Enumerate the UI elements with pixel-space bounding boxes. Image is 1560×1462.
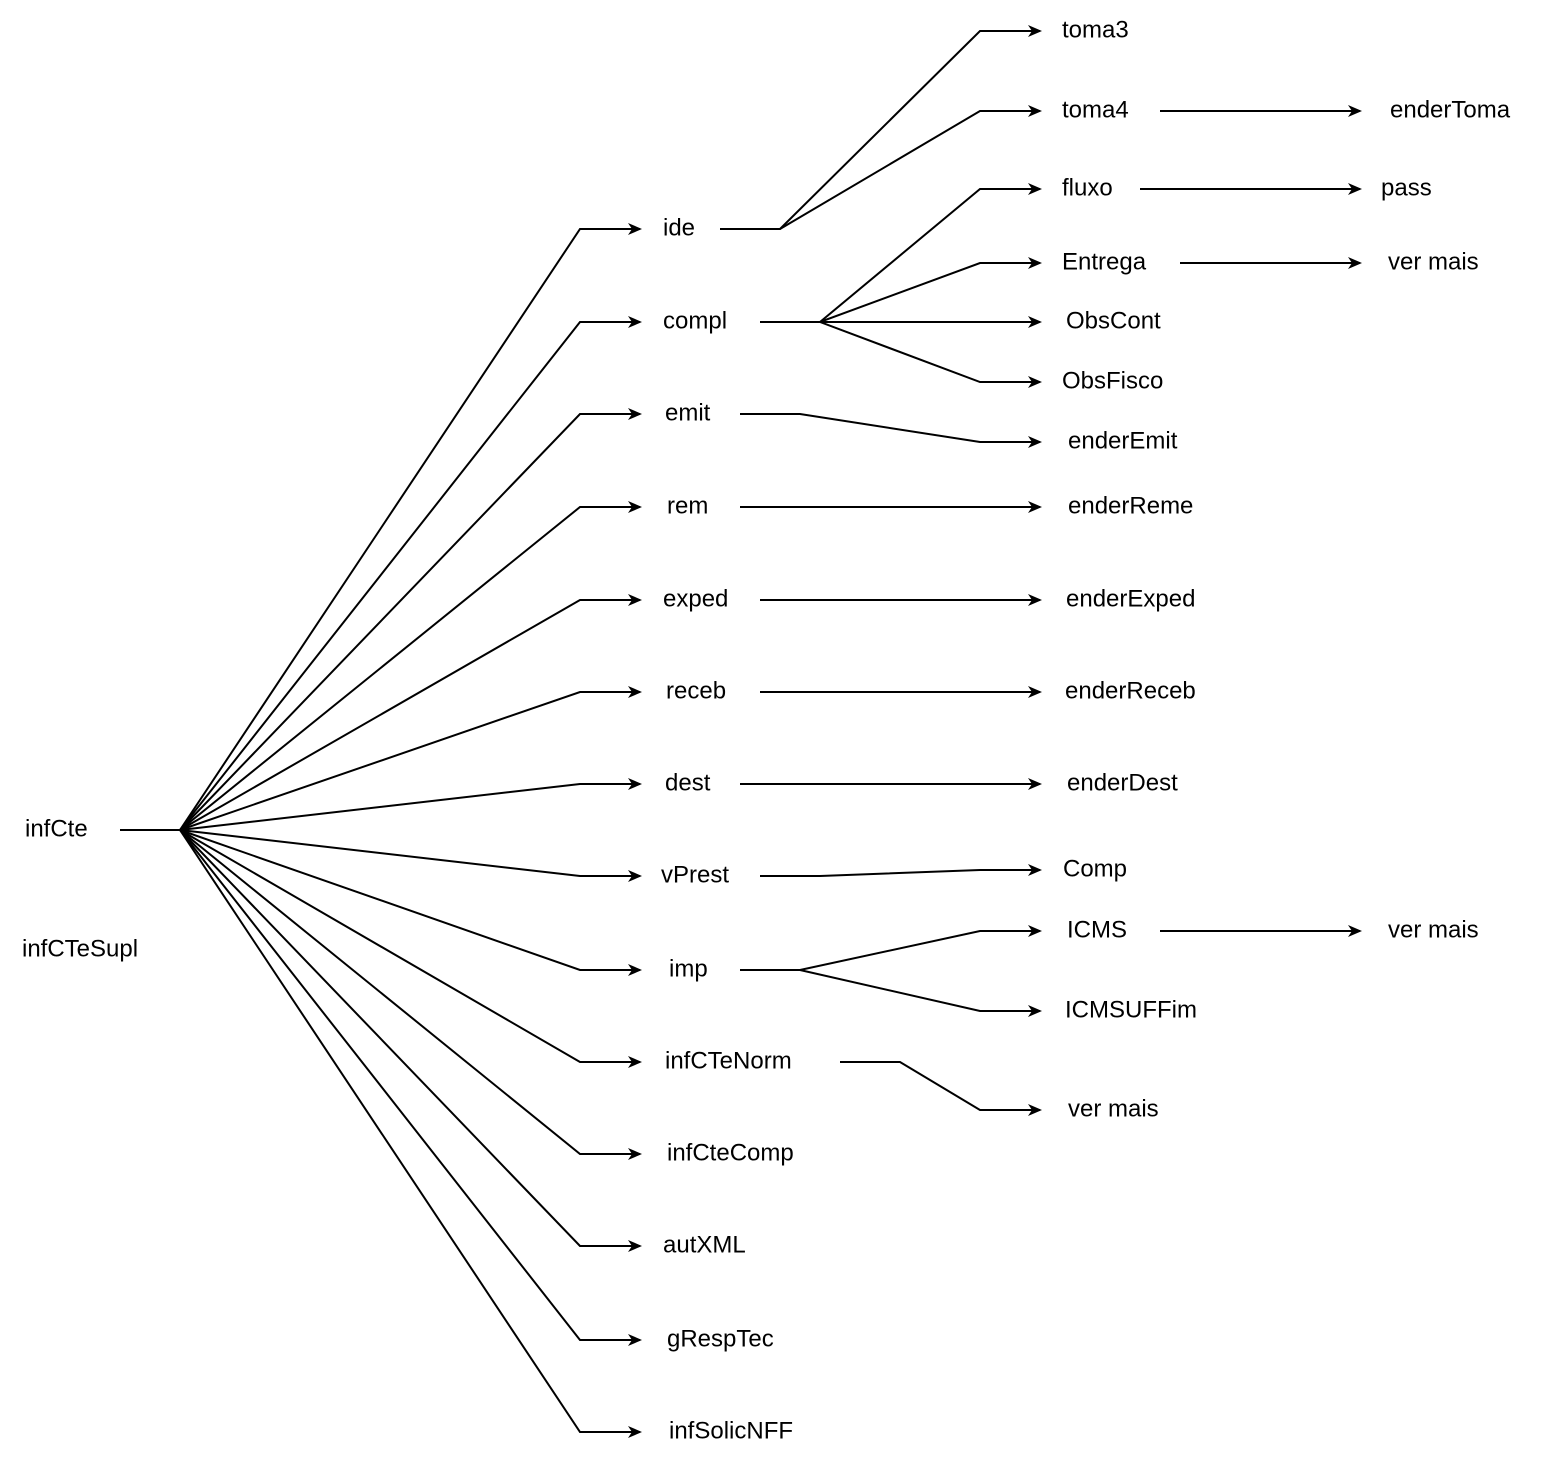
node-infCte: infCte [25,815,88,842]
node-infSolicNFF: infSolicNFF [669,1417,793,1444]
edge-emit-enderEmit [740,413,1042,448]
node-rem: rem [667,492,708,519]
node-Comp: Comp [1063,855,1127,882]
node-ide: ide [663,214,695,241]
node-ver_mais_entrega: ver mais [1388,248,1479,275]
edge-compl-ObsFisco [760,321,1042,388]
node-infCTeNorm: infCTeNorm [665,1047,792,1074]
node-Entrega: Entrega [1062,248,1147,275]
edge-infCte-rem [179,501,642,831]
node-ver_mais_infctenorm: ver mais [1068,1095,1159,1122]
edge-infCte-compl [179,316,642,831]
edge-infCte-infCTeNorm [179,829,642,1068]
node-autXML: autXML [663,1231,746,1258]
node-dest: dest [665,769,711,796]
edge-infCte-receb [179,686,642,831]
edge-infCte-imp [179,829,642,976]
edge-compl-fluxo [760,183,1042,323]
edge-infCte-emit [179,408,642,831]
edge-infCte-vPrest [179,829,642,882]
node-vPrest: vPrest [661,861,729,888]
node-ICMSUFFim: ICMSUFFim [1065,996,1197,1023]
node-compl: compl [663,307,727,334]
edge-ide-toma3 [720,25,1042,230]
edge-infCte-infSolicNFF [179,829,642,1438]
node-enderToma: enderToma [1390,96,1511,123]
edge-ide-toma4 [720,105,1042,230]
edge-infCte-dest [179,778,642,831]
node-receb: receb [666,677,726,704]
node-toma3: toma3 [1062,16,1129,43]
edge-infCTeNorm-ver_mais_infctenorm [840,1061,1042,1116]
node-toma4: toma4 [1062,96,1129,123]
node-imp: imp [669,955,708,982]
node-ObsFisco: ObsFisco [1062,367,1163,394]
edge-infCte-infCteComp [179,829,642,1160]
node-enderReceb: enderReceb [1065,677,1196,704]
node-ver_mais_icms: ver mais [1388,916,1479,943]
node-emit: emit [665,399,711,426]
node-infCteComp: infCteComp [667,1139,794,1166]
node-infCTeSupl: infCTeSupl [22,935,138,962]
edge-infCte-autXML [179,829,642,1252]
node-fluxo: fluxo [1062,174,1113,201]
edge-infCte-exped [179,594,642,831]
node-gRespTec: gRespTec [667,1325,774,1352]
edge-vPrest-Comp [760,864,1042,877]
edge-infCte-ide [179,223,642,831]
node-ObsCont: ObsCont [1066,307,1161,334]
node-pass: pass [1381,174,1432,201]
edge-imp-ICMSUFFim [740,969,1042,1017]
node-exped: exped [663,585,728,612]
node-enderReme: enderReme [1068,492,1193,519]
edge-compl-Entrega [760,257,1042,323]
edge-imp-ICMS [740,925,1042,971]
node-ICMS: ICMS [1067,916,1127,943]
node-enderExped: enderExped [1066,585,1195,612]
node-enderEmit: enderEmit [1068,427,1178,454]
edge-infCte-gRespTec [179,829,642,1346]
node-enderDest: enderDest [1067,769,1178,796]
